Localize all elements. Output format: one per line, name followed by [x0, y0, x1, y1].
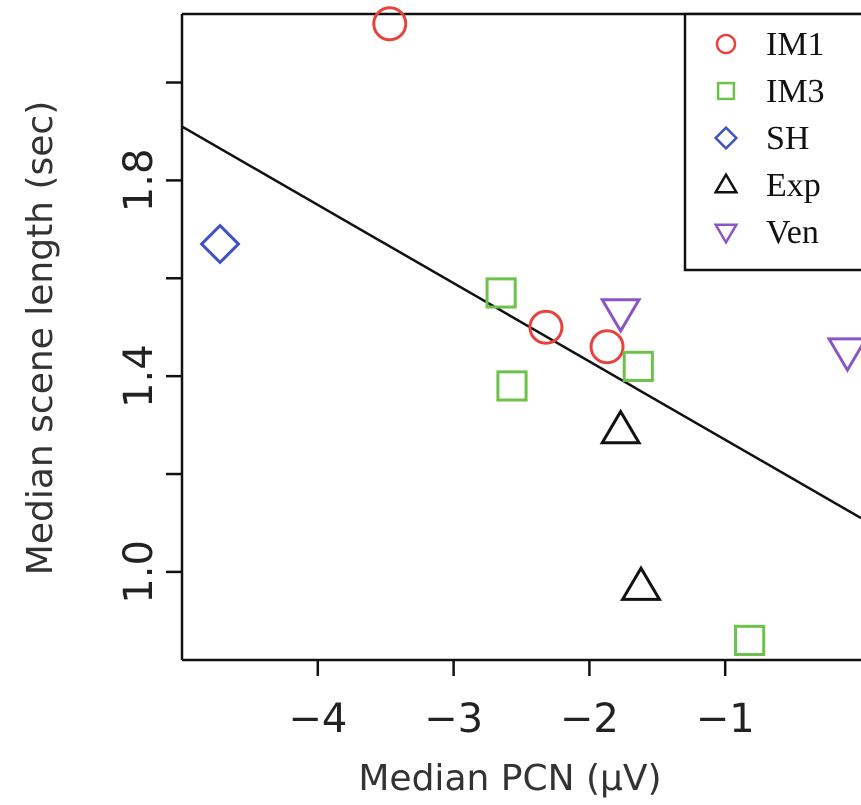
data-point-sh — [199, 223, 241, 265]
x-tick-label: −1 — [696, 696, 755, 742]
legend-marker-im1 — [715, 33, 737, 55]
x-tick-label: −2 — [560, 696, 619, 742]
data-point-ven — [826, 337, 861, 374]
x-tick-label: −3 — [424, 696, 483, 742]
x-tick-label: −4 — [288, 696, 347, 742]
y-tick-label: 1.8 — [116, 149, 162, 213]
data-point-im1 — [372, 6, 408, 42]
legend-label-im1: IM1 — [766, 26, 825, 63]
legend-marker-im3 — [716, 81, 736, 101]
data-points-layer — [199, 6, 861, 657]
data-point-ven — [599, 298, 642, 334]
data-point-im3 — [485, 277, 517, 309]
data-point-exp — [599, 408, 642, 445]
x-axis-title: Median PCN (μV) — [358, 758, 661, 799]
x-axis: −4 −3 −2 −1 — [288, 660, 755, 742]
data-point-im3 — [622, 350, 654, 382]
legend-marker-ven — [713, 223, 739, 245]
legend-marker-exp — [713, 172, 739, 194]
legend-label-im3: IM3 — [766, 73, 825, 110]
data-point-im1 — [589, 329, 625, 365]
legend: IM1 IM3 SH Exp Ven — [683, 12, 861, 272]
regression-line — [181, 125, 861, 520]
data-point-im1 — [528, 309, 564, 345]
y-axis-title: Median scene length (sec) — [20, 101, 61, 575]
data-point-exp — [619, 565, 663, 601]
regression-line-layer — [181, 125, 861, 520]
data-point-im3 — [734, 624, 766, 657]
y-tick-label: 1.0 — [116, 540, 162, 604]
legend-label-sh: SH — [766, 120, 809, 157]
legend-label-exp: Exp — [766, 167, 821, 204]
legend-label-ven: Ven — [766, 214, 819, 251]
data-point-im3 — [496, 370, 528, 402]
y-axis: 1.0 1.4 1.8 — [116, 81, 182, 604]
y-tick-label: 1.4 — [116, 344, 162, 408]
legend-marker-sh — [713, 125, 739, 151]
legend-box — [683, 12, 861, 272]
